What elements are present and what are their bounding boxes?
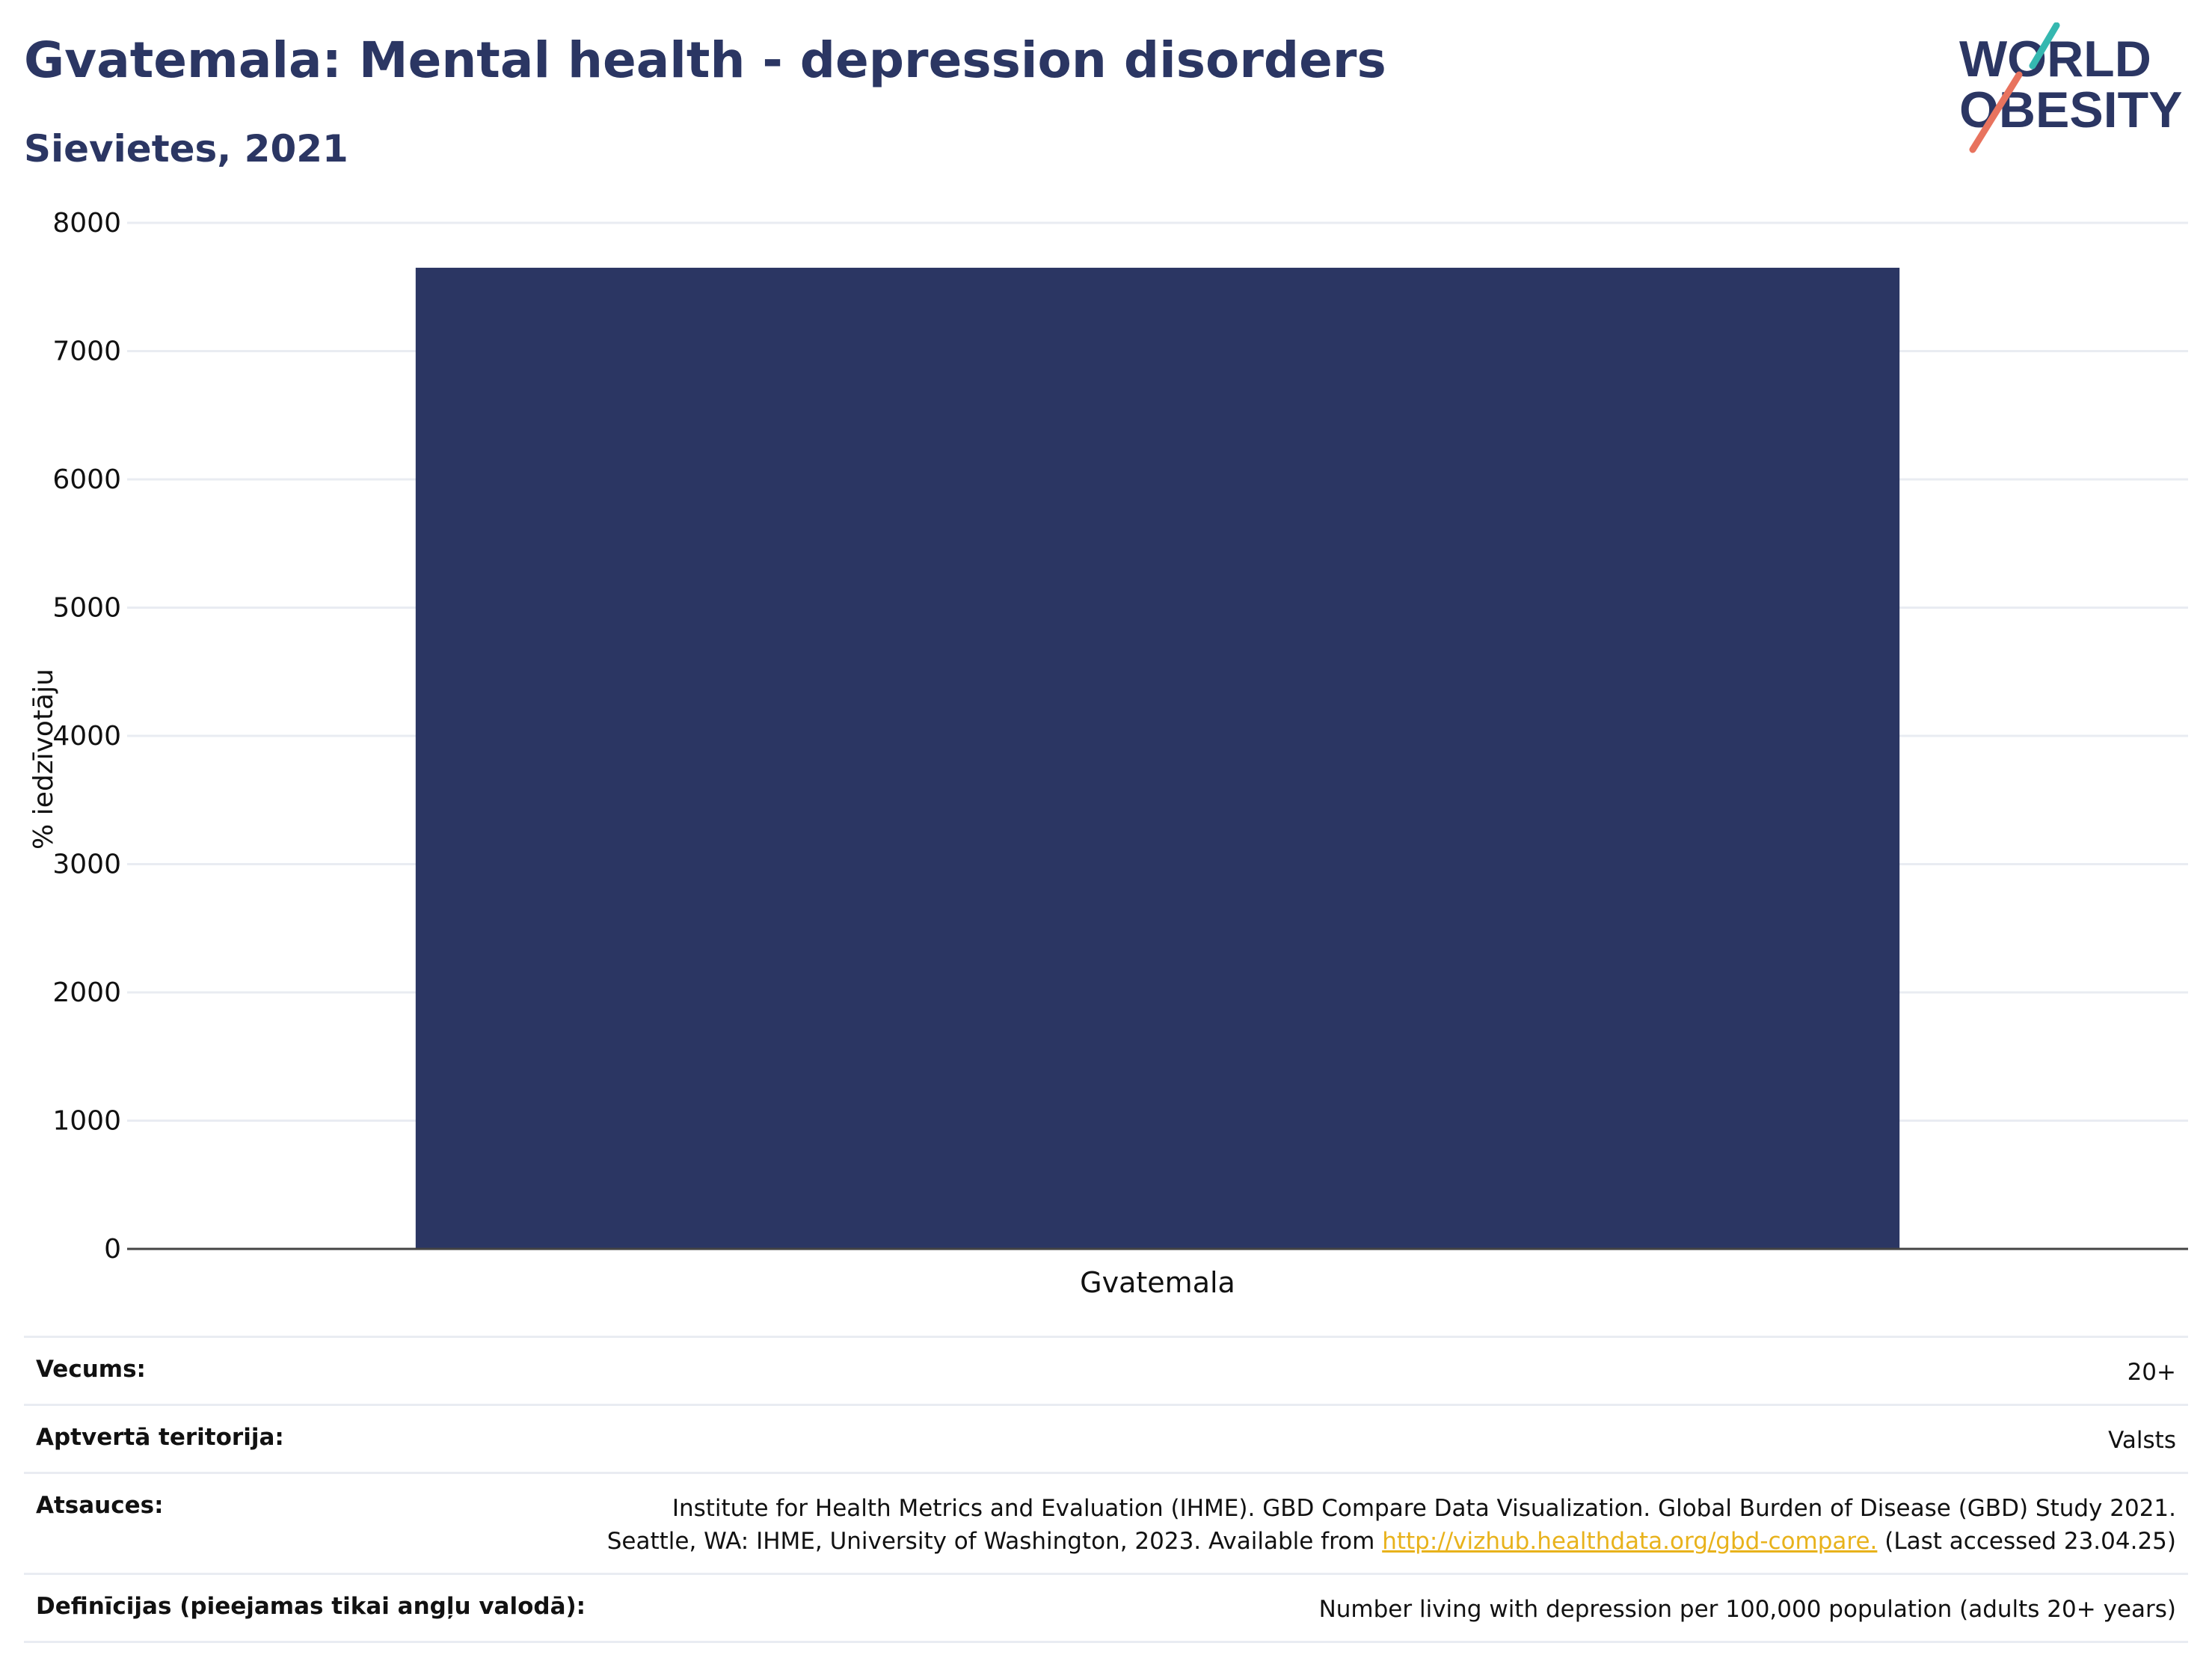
meta-value-age: 20+ [2127,1359,2176,1386]
sources-line-1: Institute for Health Metrics and Evaluat… [672,1495,2176,1522]
metadata-table: Vecums: 20+ Aptvertā teritorija: Valsts … [24,1336,2188,1643]
meta-value-coverage: Valsts [2108,1427,2176,1454]
logo-word-world: WORLD [1959,31,2151,87]
meta-value-definitions: Number living with depression per 100,00… [1318,1596,2176,1623]
sources-line-2-prefix: Seattle, WA: IHME, University of Washing… [606,1528,1383,1555]
logo-slash-teal [2029,22,2060,70]
y-tick-label: 4000 [52,721,121,752]
y-tick-label: 8000 [52,208,121,239]
y-tick-label: 6000 [52,464,121,495]
axes: 0 1000 2000 3000 4000 5000 6000 7000 8000 Gvatema… [52,208,2188,1299]
y-tick-label: 0 [104,1234,121,1265]
logo-slash-coral [1969,71,2023,153]
meta-label-sources: Atsauces: [36,1492,164,1519]
meta-label-definitions: Definīcijas (pieejamas tikai angļu valod… [36,1593,586,1620]
y-tick-label: 2000 [52,977,121,1008]
y-tick-label: 5000 [52,593,121,624]
meta-row-coverage: Aptvertā teritorija: Valsts [24,1404,2188,1472]
bar-chart: 0 1000 2000 3000 4000 5000 6000 7000 8000 Gvatema… [28,208,2188,1299]
x-tick-label: Gvatemala [1080,1266,1235,1299]
chart-title: Gvatemala: Mental health - depression di… [24,31,1386,89]
sources-line-2-suffix: (Last accessed 23.04.25) [1877,1528,2176,1555]
y-tick-label: 1000 [52,1106,121,1137]
y-tick-label: 7000 [52,337,121,367]
meta-value-sources: Institute for Health Metrics and Evaluat… [607,1492,2176,1558]
chart-subtitle: Sievietes, 2021 [24,127,348,171]
meta-row-definitions: Definīcijas (pieejamas tikai angļu valod… [24,1573,2188,1643]
y-tick-label: 3000 [52,850,121,880]
meta-label-age: Vecums: [36,1356,146,1383]
sources-link[interactable]: http://vizhub.healthdata.org/gbd-compare… [1382,1528,1878,1555]
bars [415,268,1900,1249]
meta-row-age: Vecums: 20+ [24,1336,2188,1404]
bar [415,268,1900,1249]
world-obesity-logo: WORLD OBESITY [1959,22,2183,153]
meta-row-sources: Atsauces: Institute for Health Metrics a… [24,1472,2188,1573]
y-axis-label: % iedzīvotāju [28,669,59,850]
meta-label-coverage: Aptvertā teritorija: [36,1424,284,1451]
